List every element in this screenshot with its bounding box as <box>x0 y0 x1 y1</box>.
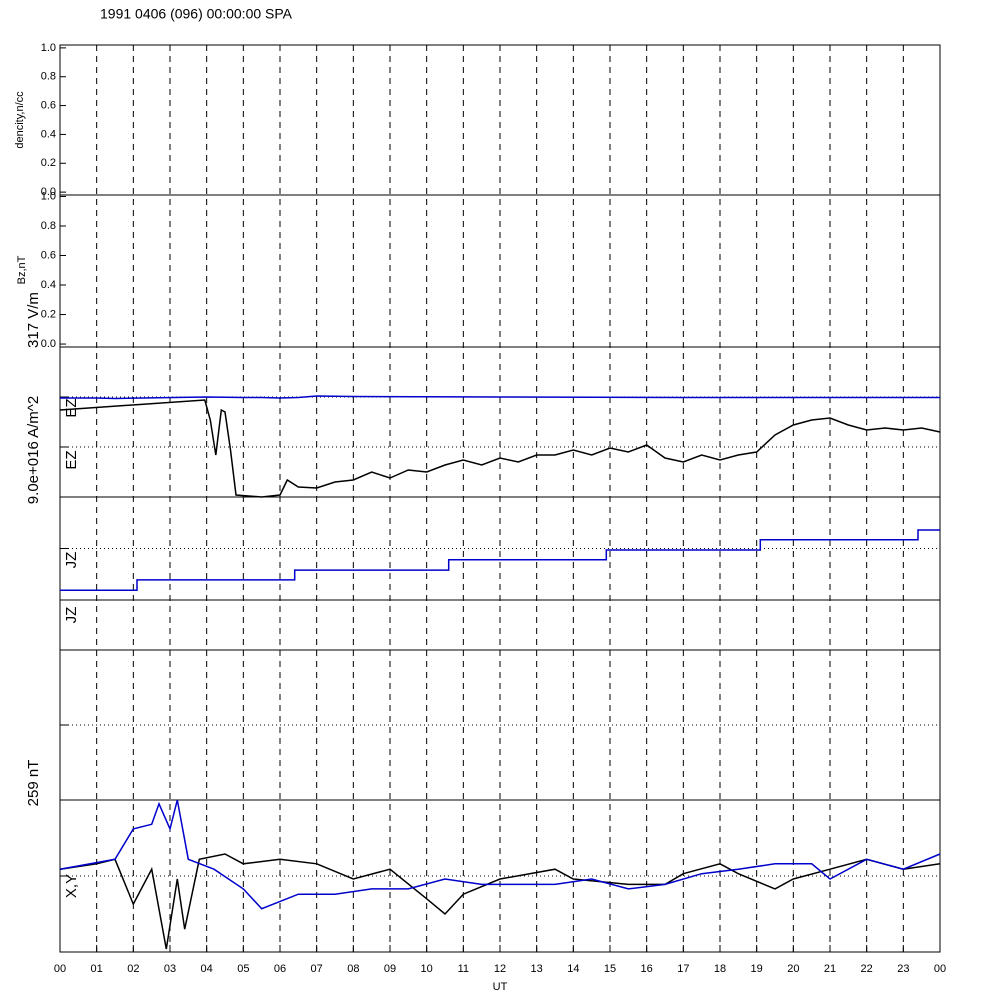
series-line <box>60 395 940 400</box>
x-tick-label: 07 <box>311 963 323 975</box>
y-tick-label: 0.6 <box>41 249 56 261</box>
y-tick-label: 0.0 <box>41 186 56 198</box>
y-tick-label: 0.6 <box>41 99 56 111</box>
y-tick-label: 1.0 <box>41 42 56 54</box>
panel-label: dencity,n/cc <box>14 91 26 149</box>
panel-label: 9.0e+016 A/m^2 <box>25 396 42 504</box>
x-tick-label: 09 <box>384 963 396 975</box>
x-tick-label: 21 <box>824 963 836 975</box>
x-tick-label: 19 <box>751 963 763 975</box>
panel-label: JZ <box>63 607 80 624</box>
panel-label: X,Y <box>63 874 80 898</box>
x-tick-label: 00 <box>934 963 946 975</box>
series-line <box>59 799 941 910</box>
x-tick-label: 14 <box>567 963 579 975</box>
x-tick-label: 15 <box>604 963 616 975</box>
x-tick-label: 18 <box>714 963 726 975</box>
x-tick-label: 23 <box>897 963 909 975</box>
panel-label: 259 nT <box>25 760 42 807</box>
series-line <box>59 399 941 498</box>
x-tick-label: 13 <box>531 963 543 975</box>
y-tick-label: 0.2 <box>41 308 56 320</box>
x-tick-label: 02 <box>127 963 139 975</box>
y-tick-label: 0.0 <box>41 338 56 350</box>
x-tick-label: 00 <box>54 963 66 975</box>
x-tick-label: 05 <box>237 963 249 975</box>
y-tick-label: 0.2 <box>41 157 56 169</box>
x-tick-label: 01 <box>91 963 103 975</box>
x-tick-label: 04 <box>201 963 213 975</box>
chart-title: 1991 0406 (096) 00:00:00 SPA <box>100 6 293 22</box>
x-tick-label: 17 <box>677 963 689 975</box>
y-tick-label: 0.8 <box>41 220 56 232</box>
y-tick-label: 1.0 <box>41 190 56 202</box>
x-tick-label: 06 <box>274 963 286 975</box>
panel-label: EZ <box>63 450 80 469</box>
panel-label: 317 V/m <box>25 292 42 348</box>
y-tick-label: 0.4 <box>41 279 56 291</box>
x-tick-label: 10 <box>421 963 433 975</box>
x-tick-label: 20 <box>787 963 799 975</box>
x-tick-label: 12 <box>494 963 506 975</box>
x-axis-label: UT <box>493 981 508 993</box>
panel-label: EZ <box>63 398 80 417</box>
y-tick-label: 0.8 <box>41 71 56 83</box>
panel-label: Bz,nT <box>16 255 28 284</box>
y-tick-label: 0.4 <box>41 128 56 140</box>
x-tick-label: 16 <box>641 963 653 975</box>
panel-label: JZ <box>63 552 80 569</box>
x-tick-label: 08 <box>347 963 359 975</box>
series-line <box>60 529 940 591</box>
x-tick-label: 03 <box>164 963 176 975</box>
series-line <box>59 853 941 950</box>
x-tick-label: 11 <box>458 963 469 975</box>
x-tick-label: 22 <box>861 963 873 975</box>
